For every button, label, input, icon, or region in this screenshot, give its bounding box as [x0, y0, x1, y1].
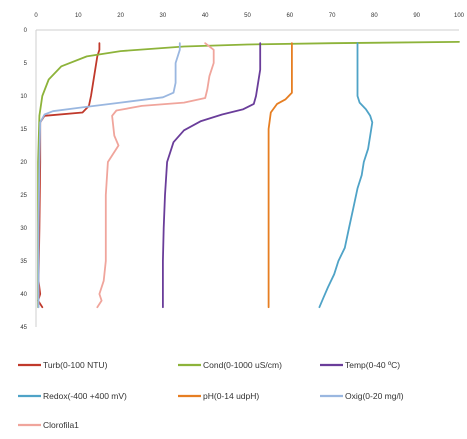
legend-item: Cond(0-1000 uS/cm) — [178, 360, 282, 370]
x-tick-label: 60 — [286, 13, 293, 19]
legend-item: Turb(0-100 NTU) — [18, 360, 108, 370]
series-line-7 — [96, 42, 215, 309]
x-tick-label: 0 — [34, 13, 38, 19]
x-tick-label: 10 — [75, 13, 82, 19]
x-tick-label: 100 — [454, 13, 465, 19]
x-tick-labels: 0 10 20 30 40 50 60 70 80 90 100 — [34, 13, 464, 19]
series-line-3 — [161, 42, 262, 309]
legend-item: Clorofila1 — [18, 420, 79, 430]
y-tick-label: 20 — [20, 160, 27, 166]
legend-item: Temp(0-40 ºC) — [320, 360, 400, 370]
y-tick-label: 15 — [20, 127, 27, 133]
series-line-5 — [267, 42, 293, 309]
legend: Turb(0-100 NTU) Cond(0-1000 uS/cm) Temp(0-… — [18, 360, 404, 430]
x-tick-label: 80 — [371, 13, 378, 19]
series-lines — [37, 41, 460, 309]
x-tick-label: 20 — [117, 13, 124, 19]
series-line-6 — [37, 42, 181, 309]
legend-label: Clorofila1 — [43, 420, 79, 430]
y-tick-label: 0 — [24, 28, 28, 34]
y-tick-label: 25 — [20, 193, 27, 199]
y-tick-label: 35 — [20, 259, 27, 265]
legend-label: Cond(0-1000 uS/cm) — [203, 360, 282, 370]
y-tick-label: 40 — [20, 292, 27, 298]
legend-label: pH(0-14 udpH) — [203, 391, 259, 401]
x-tick-label: 40 — [202, 13, 209, 19]
legend-item: Redox(-400 +400 mV) — [18, 391, 127, 401]
x-tick-label: 70 — [329, 13, 336, 19]
x-tick-label: 50 — [244, 13, 251, 19]
y-tick-label: 10 — [20, 94, 27, 100]
y-tick-label: 30 — [20, 226, 27, 232]
legend-label: Oxig(0-20 mg/l) — [345, 391, 404, 401]
legend-label: Redox(-400 +400 mV) — [43, 391, 127, 401]
x-tick-label: 30 — [160, 13, 167, 19]
x-tick-label: 90 — [413, 13, 420, 19]
plot-area — [35, 29, 459, 327]
series-line-4 — [318, 42, 374, 309]
legend-label: Turb(0-100 NTU) — [43, 360, 108, 370]
y-tick-label: 5 — [24, 61, 28, 67]
legend-item: Oxig(0-20 mg/l) — [320, 391, 404, 401]
legend-item: pH(0-14 udpH) — [178, 391, 259, 401]
y-tick-label: 45 — [20, 325, 27, 331]
series-line-2 — [37, 41, 460, 309]
legend-label: Temp(0-40 ºC) — [345, 360, 400, 370]
y-tick-labels: 0 5 10 15 20 25 30 35 40 45 — [20, 28, 27, 331]
